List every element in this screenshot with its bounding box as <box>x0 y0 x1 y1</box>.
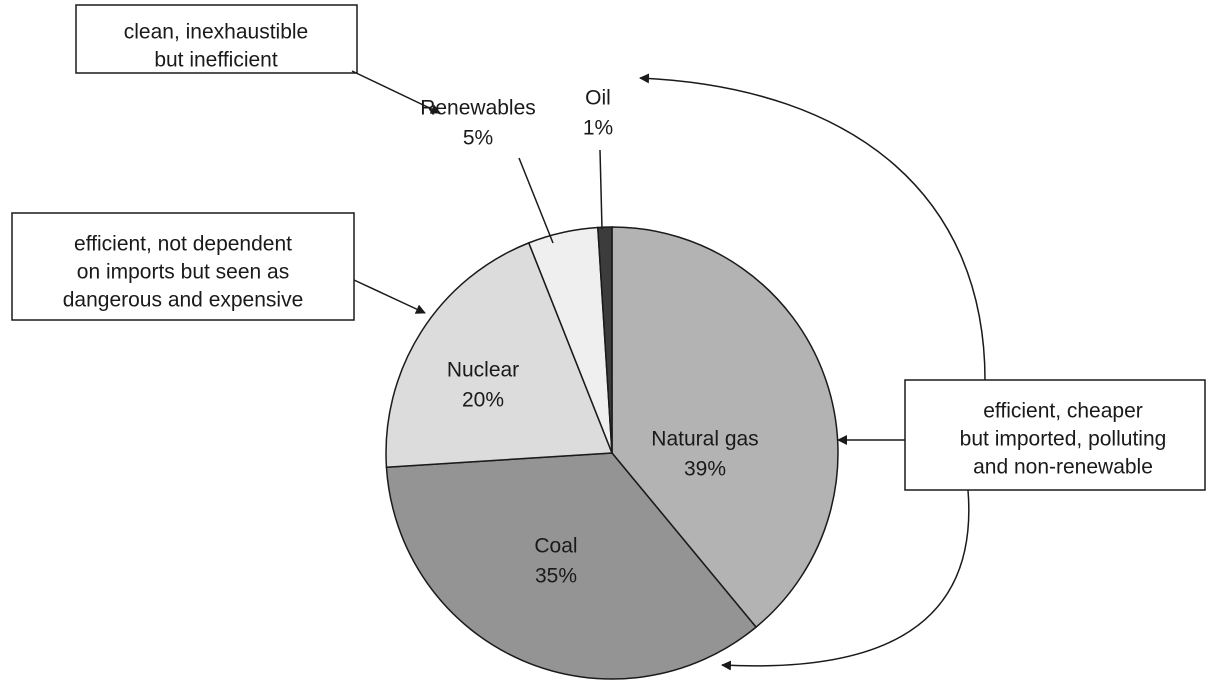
slice-value-label: 1% <box>583 117 613 140</box>
slice-value-label: 35% <box>535 565 577 588</box>
pie <box>385 226 839 680</box>
arrow <box>639 73 986 381</box>
leader-line <box>518 157 554 244</box>
pie-slice <box>611 226 839 629</box>
arrows <box>351 70 986 671</box>
pie-slice <box>385 241 614 468</box>
annotation-box <box>904 379 1206 491</box>
slice-label: Nuclear <box>447 359 519 382</box>
annotation-text: on imports but seen as <box>77 261 289 284</box>
annotation-text: clean, inexhaustible <box>124 21 308 44</box>
pie-slice <box>597 226 613 454</box>
slice-label: Renewables <box>420 97 536 120</box>
annotation-text: efficient, cheaper <box>983 400 1143 423</box>
arrow <box>721 489 970 671</box>
annotation-text: but imported, polluting <box>960 428 1167 451</box>
slice-value-label: 39% <box>684 458 726 481</box>
annotation-text: but inefficient <box>154 49 278 72</box>
pie-slice <box>385 452 758 680</box>
annotation-text: efficient, not dependent <box>74 233 292 256</box>
annotation-boxes <box>11 4 1206 491</box>
arrow <box>351 70 441 114</box>
annotation-text: dangerous and expensive <box>63 289 304 312</box>
slice-value-label: 20% <box>462 389 504 412</box>
arrow <box>353 279 426 314</box>
annotation-box <box>11 212 355 321</box>
slice-label: Coal <box>534 535 577 558</box>
slice-label: Natural gas <box>651 428 758 451</box>
annotation-text: and non-renewable <box>973 456 1153 479</box>
leader-line <box>599 149 603 230</box>
annotation-box <box>75 4 358 74</box>
slice-label: Oil <box>585 87 611 110</box>
slice-value-label: 5% <box>463 127 493 150</box>
